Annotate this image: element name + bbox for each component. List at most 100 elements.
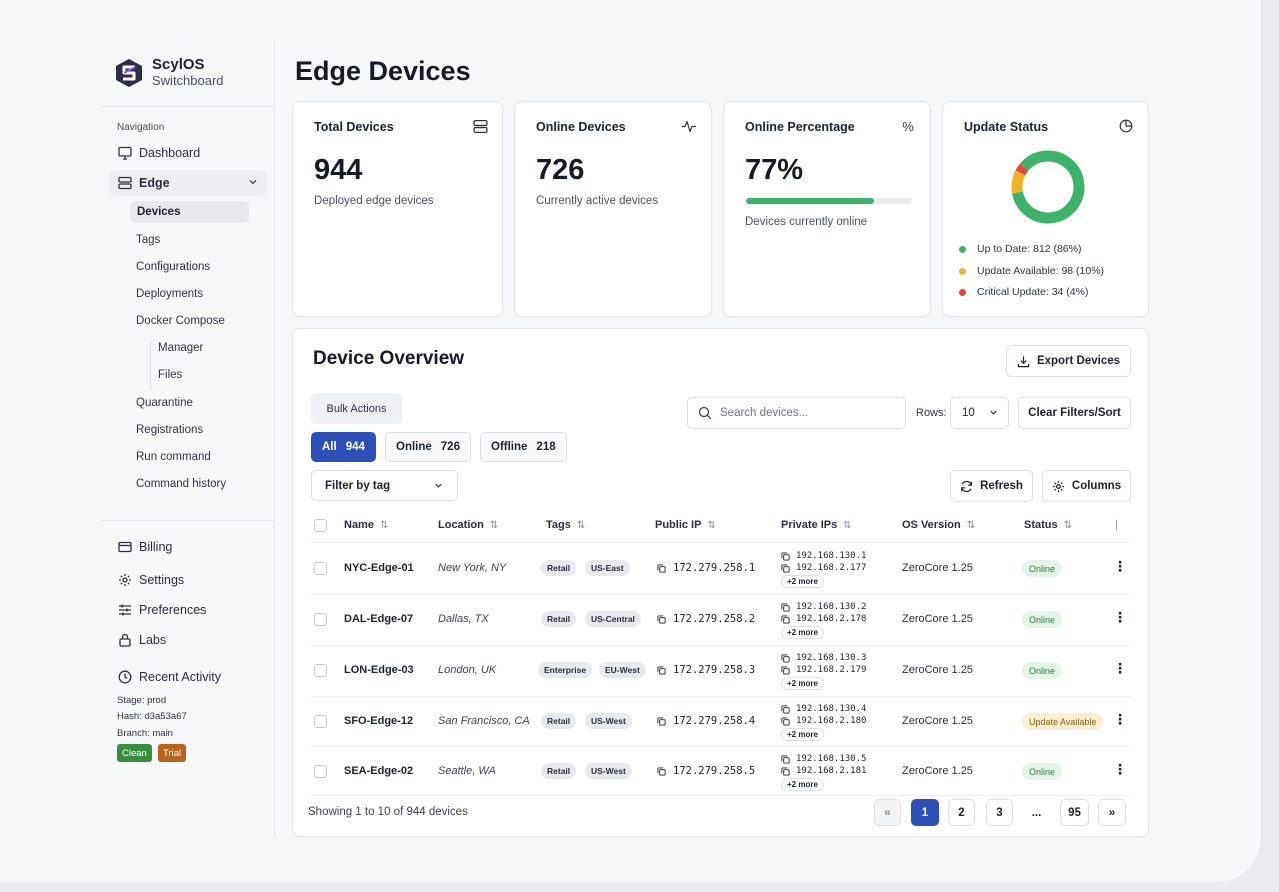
tag-pill[interactable]: US-East bbox=[585, 560, 630, 576]
private-ip-line[interactable]: 192.168.130.3 bbox=[781, 652, 866, 664]
tag-pill[interactable]: US-West bbox=[585, 763, 632, 779]
column-header-os-version[interactable]: OS Version ⇅ bbox=[902, 519, 975, 531]
filter-by-tag-select[interactable]: Filter by tag bbox=[311, 470, 458, 501]
device-name[interactable]: SEA-Edge-02 bbox=[344, 765, 414, 777]
column-header-status[interactable]: Status ⇅ bbox=[1024, 519, 1072, 531]
copy-icon[interactable] bbox=[781, 614, 790, 624]
public-ip[interactable]: 172.279.258.2 bbox=[657, 613, 755, 625]
column-header-tags[interactable]: Tags ⇅ bbox=[546, 519, 585, 531]
sidebar-item-manager[interactable]: Manager bbox=[158, 342, 204, 354]
sidebar-item-settings[interactable]: Settings bbox=[109, 567, 267, 593]
column-header-name[interactable]: Name ⇅ bbox=[344, 519, 388, 531]
pagination-next-button[interactable]: » bbox=[1098, 799, 1126, 826]
row-checkbox[interactable] bbox=[314, 715, 327, 728]
sidebar-item-tags[interactable]: Tags bbox=[136, 234, 161, 246]
tag-pill[interactable]: Retail bbox=[541, 611, 577, 627]
tag-pill[interactable]: US-West bbox=[585, 713, 632, 729]
page-3-button[interactable]: 3 bbox=[986, 799, 1013, 826]
copy-icon[interactable] bbox=[657, 563, 666, 573]
pagination-prev-button[interactable]: « bbox=[874, 799, 901, 826]
more-ips-pill[interactable]: +2 more bbox=[781, 728, 824, 741]
row-menu-icon[interactable]: ⋮ bbox=[1113, 609, 1127, 625]
sidebar-item-deployments[interactable]: Deployments bbox=[136, 288, 204, 300]
row-checkbox[interactable] bbox=[314, 664, 327, 677]
page-95-button[interactable]: 95 bbox=[1060, 799, 1089, 826]
row-checkbox[interactable] bbox=[314, 613, 327, 626]
sidebar-item-preferences[interactable]: Preferences bbox=[109, 597, 267, 623]
search-input[interactable]: Search devices... bbox=[687, 397, 906, 429]
copy-icon[interactable] bbox=[781, 754, 790, 764]
sidebar-item-labs[interactable]: Labs bbox=[109, 627, 267, 653]
rows-per-page-select[interactable]: 10 bbox=[950, 397, 1009, 429]
sidebar-item-command-history[interactable]: Command history bbox=[136, 478, 227, 490]
sidebar-item-files[interactable]: Files bbox=[158, 369, 183, 381]
private-ip-line[interactable]: 192.168.2.180 bbox=[781, 715, 866, 727]
row-menu-icon[interactable]: ⋮ bbox=[1113, 711, 1127, 727]
copy-icon[interactable] bbox=[657, 614, 666, 624]
private-ip-line[interactable]: 192.168.130.1 bbox=[781, 550, 866, 562]
sidebar-item-devices[interactable]: Devices bbox=[130, 201, 249, 223]
more-ips-pill[interactable]: +2 more bbox=[781, 575, 824, 588]
tag-pill[interactable]: Retail bbox=[541, 713, 577, 729]
select-all-checkbox[interactable] bbox=[314, 519, 327, 532]
sidebar-item-recent-activity[interactable]: Recent Activity bbox=[109, 664, 267, 690]
tag-pill[interactable]: US-Central bbox=[585, 611, 641, 627]
copy-icon[interactable] bbox=[781, 653, 790, 663]
sidebar-item-edge[interactable]: Edge bbox=[109, 170, 267, 196]
sidebar-item-quarantine[interactable]: Quarantine bbox=[136, 397, 193, 409]
copy-icon[interactable] bbox=[657, 716, 666, 726]
copy-icon[interactable] bbox=[657, 665, 666, 675]
private-ip-line[interactable]: 192.168.2.178 bbox=[781, 613, 866, 625]
public-ip[interactable]: 172.279.258.4 bbox=[657, 715, 755, 727]
public-ip[interactable]: 172.279.258.3 bbox=[657, 664, 755, 676]
page-2-button[interactable]: 2 bbox=[948, 799, 975, 826]
copy-icon[interactable] bbox=[781, 665, 790, 675]
sidebar-item-registrations[interactable]: Registrations bbox=[136, 424, 204, 436]
device-name[interactable]: NYC-Edge-01 bbox=[344, 562, 414, 574]
copy-icon[interactable] bbox=[781, 704, 790, 714]
tag-pill[interactable]: Enterprise bbox=[538, 662, 593, 678]
sidebar-item-docker-compose[interactable]: Docker Compose bbox=[136, 315, 225, 327]
refresh-button[interactable]: Refresh bbox=[950, 470, 1033, 502]
tag-pill[interactable]: Retail bbox=[541, 763, 577, 779]
column-header-private-ips[interactable]: Private IPs ⇅ bbox=[781, 519, 852, 531]
device-name[interactable]: LON-Edge-03 bbox=[344, 664, 414, 676]
private-ip-line[interactable]: 192.168.130.2 bbox=[781, 601, 866, 613]
column-header-public-ip[interactable]: Public IP ⇅ bbox=[655, 519, 716, 531]
private-ip-line[interactable]: 192.168.2.179 bbox=[781, 664, 866, 676]
row-menu-icon[interactable]: ⋮ bbox=[1113, 761, 1127, 777]
private-ip-line[interactable]: 192.168.2.177 bbox=[781, 562, 866, 574]
private-ip-line[interactable]: 192.168.2.181 bbox=[781, 765, 866, 777]
page-1-button[interactable]: 1 bbox=[911, 799, 939, 826]
row-menu-icon[interactable]: ⋮ bbox=[1113, 558, 1127, 574]
device-name[interactable]: DAL-Edge-07 bbox=[344, 613, 414, 625]
brand[interactable]: ScylOS Switchboard bbox=[115, 56, 224, 89]
row-checkbox[interactable] bbox=[314, 562, 327, 575]
tag-pill[interactable]: EU-West bbox=[599, 662, 646, 678]
export-devices-button[interactable]: Export Devices bbox=[1006, 345, 1131, 377]
copy-icon[interactable] bbox=[781, 602, 790, 612]
copy-icon[interactable] bbox=[657, 766, 666, 776]
copy-icon[interactable] bbox=[781, 766, 790, 776]
filter-all-chip[interactable]: All 944 bbox=[311, 432, 376, 462]
column-header-location[interactable]: Location ⇅ bbox=[438, 519, 498, 531]
more-ips-pill[interactable]: +2 more bbox=[781, 677, 824, 690]
copy-icon[interactable] bbox=[781, 716, 790, 726]
more-ips-pill[interactable]: +2 more bbox=[781, 778, 824, 791]
clear-filters-button[interactable]: Clear Filters/Sort bbox=[1018, 397, 1131, 429]
filter-offline-chip[interactable]: Offline 218 bbox=[480, 432, 567, 462]
sidebar-item-dashboard[interactable]: Dashboard bbox=[109, 140, 267, 166]
public-ip[interactable]: 172.279.258.5 bbox=[657, 765, 755, 777]
filter-online-chip[interactable]: Online 726 bbox=[385, 432, 471, 462]
public-ip[interactable]: 172.279.258.1 bbox=[657, 562, 755, 574]
tag-pill[interactable]: Retail bbox=[541, 560, 577, 576]
copy-icon[interactable] bbox=[781, 563, 790, 573]
sidebar-item-billing[interactable]: Billing bbox=[109, 534, 267, 560]
sidebar-item-run-command[interactable]: Run command bbox=[136, 451, 211, 463]
device-name[interactable]: SFO-Edge-12 bbox=[344, 715, 414, 727]
private-ip-line[interactable]: 192.168.130.4 bbox=[781, 703, 866, 715]
private-ip-line[interactable]: 192.168.130.5 bbox=[781, 753, 866, 765]
copy-icon[interactable] bbox=[781, 551, 790, 561]
sidebar-item-configurations[interactable]: Configurations bbox=[136, 261, 211, 273]
row-checkbox[interactable] bbox=[314, 765, 327, 778]
